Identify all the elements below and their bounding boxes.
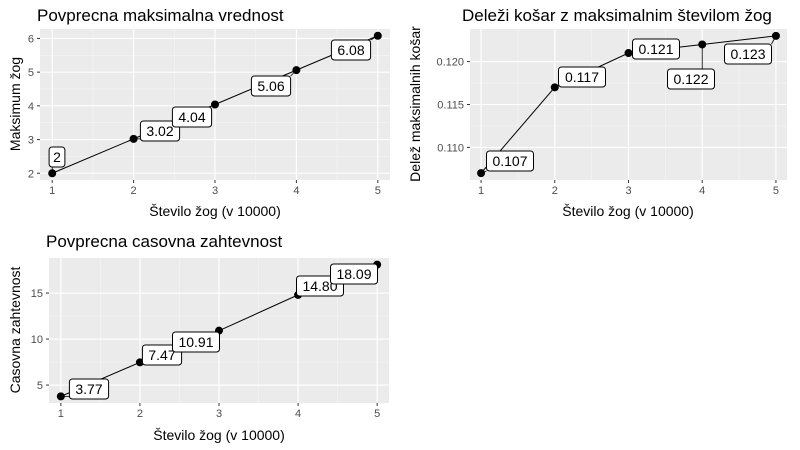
x-tick-label: 2 <box>131 185 137 197</box>
y-tick-label: 0.110 <box>437 142 464 154</box>
y-tick-label: 4 <box>28 101 34 113</box>
data-label: 14.80 <box>302 278 337 294</box>
data-label-box <box>171 106 213 128</box>
x-tick-label: 2 <box>552 185 558 197</box>
data-label-box <box>250 75 292 97</box>
data-label-box <box>632 38 680 60</box>
x-tick-label: 1 <box>58 408 64 420</box>
data-label-box <box>558 66 606 88</box>
y-axis-title: Delež maksimalnih košar <box>407 26 423 182</box>
y-tick-label: 2 <box>28 168 34 180</box>
data-label: 6.08 <box>337 42 364 58</box>
data-point <box>550 83 559 92</box>
data-label: 0.121 <box>638 41 673 57</box>
x-tick-label: 3 <box>216 408 222 420</box>
data-label-box <box>724 43 772 65</box>
x-tick-label: 4 <box>293 185 299 197</box>
data-label: 3.02 <box>146 123 173 139</box>
label-connector <box>290 69 297 77</box>
data-label: 10.91 <box>178 334 213 350</box>
x-tick-label: 4 <box>699 185 705 197</box>
x-tick-label: 5 <box>374 408 380 420</box>
x-tick-label: 1 <box>478 185 484 197</box>
x-tick-label: 3 <box>625 185 631 197</box>
y-axis-title: Casovna zahtevnost <box>7 266 23 393</box>
data-label-box <box>486 150 534 172</box>
x-axis-title: Število žog (v 10000) <box>153 427 285 443</box>
x-tick-label: 5 <box>773 185 779 197</box>
chart-2-title: Deleži košar z maksimalnim številom žog <box>462 6 772 25</box>
data-label-box <box>68 378 110 400</box>
y-tick-label: 0.120 <box>436 57 464 69</box>
y-tick-label: 0.115 <box>437 100 464 112</box>
data-label: 18.09 <box>336 266 371 282</box>
data-label: 0.123 <box>730 46 765 62</box>
data-label: 5.06 <box>257 78 284 94</box>
data-label: 0.107 <box>492 153 527 169</box>
data-label-box <box>172 331 220 353</box>
chart-3: 5 10 15 1 2 3 4 5 Število žog (v 10000) Casovna z… <box>7 258 389 443</box>
data-label: 7.47 <box>148 347 175 363</box>
x-axis-title: Število žog (v 10000) <box>562 203 694 219</box>
x-tick-label: 1 <box>49 185 55 197</box>
data-label-box <box>141 344 183 366</box>
data-label-box <box>330 39 372 61</box>
data-label-box <box>330 263 378 285</box>
data-label: 2 <box>53 149 61 165</box>
chart-2: 0.110 0.115 0.120 1 2 3 4 5 Število žog (v 10000… <box>407 26 787 219</box>
data-label-box <box>139 120 181 142</box>
x-tick-label: 5 <box>375 185 381 197</box>
data-label-box <box>667 68 715 90</box>
data-point <box>624 49 633 58</box>
chart-1-title: Povprecna maksimalna vrednost <box>37 6 284 25</box>
label-connector <box>370 35 378 41</box>
y-tick-label: 3 <box>28 135 34 147</box>
label-connector <box>771 35 777 45</box>
x-tick-label: 3 <box>212 185 218 197</box>
data-label-box <box>48 146 66 168</box>
y-tick-label: 10 <box>31 334 43 346</box>
data-label: 4.04 <box>178 109 205 125</box>
y-tick-label: 15 <box>31 288 43 300</box>
y-tick-label: 6 <box>28 33 34 45</box>
x-tick-label: 4 <box>295 408 301 420</box>
chart-1: 2 3 4 5 6 1 2 3 4 5 Število žog (v 10000) Maksimum … <box>7 29 390 219</box>
y-axis-title: Maksimum žog <box>7 57 23 151</box>
data-point <box>211 100 219 109</box>
y-tick-label: 5 <box>28 67 34 79</box>
data-label: 0.122 <box>673 71 708 87</box>
x-tick-label: 2 <box>137 408 143 420</box>
label-connector <box>480 170 487 174</box>
x-axis-title: Število žog (v 10000) <box>149 203 281 219</box>
y-tick-label: 5 <box>37 380 43 392</box>
data-label: 0.117 <box>565 69 599 85</box>
data-label: 3.77 <box>75 381 102 397</box>
chart-3-title: Povprecna casovna zahtevnost <box>46 232 283 251</box>
